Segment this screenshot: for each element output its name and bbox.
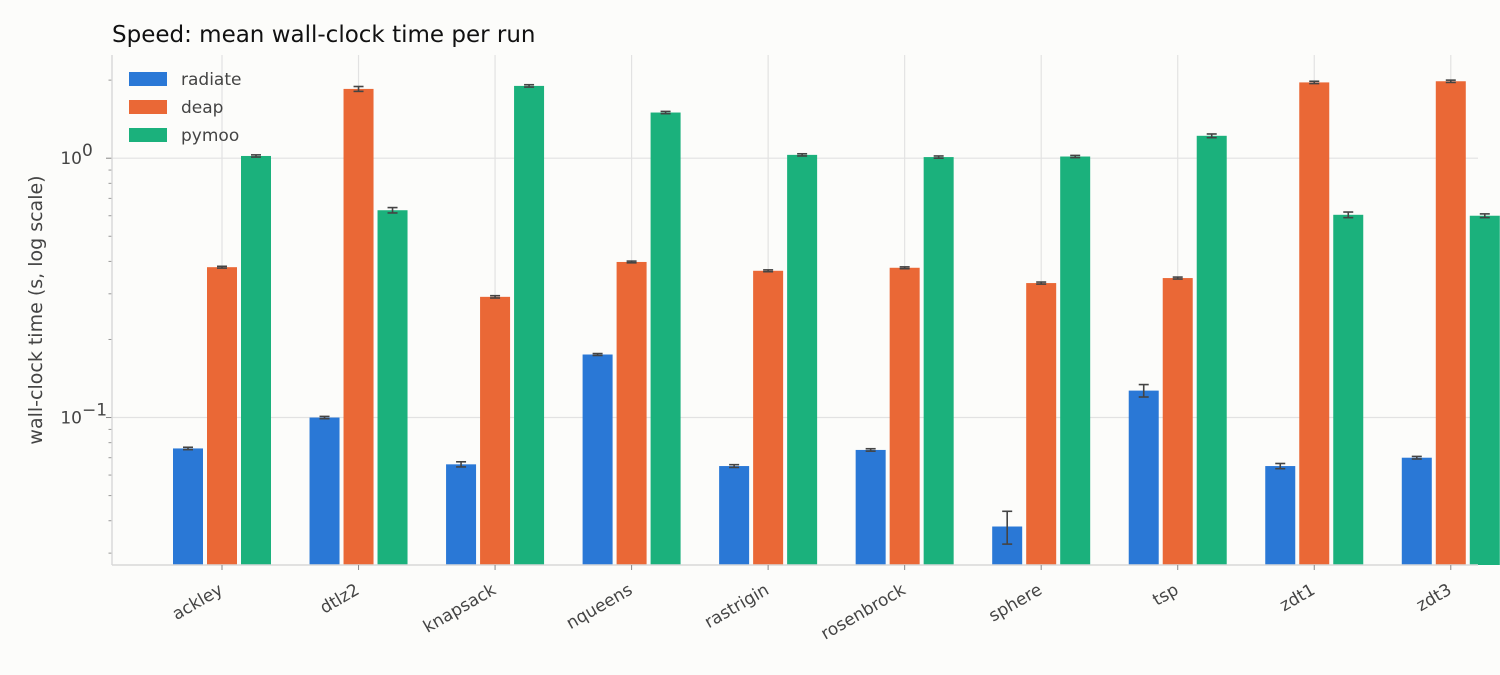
bar-radiate-nqueens bbox=[582, 354, 613, 565]
bar-pymoo-tsp bbox=[1196, 135, 1227, 565]
legend-label-deap: deap bbox=[181, 98, 223, 118]
legend-label-radiate: radiate bbox=[181, 70, 241, 90]
bar-radiate-rosenbrock bbox=[855, 449, 886, 565]
y-tick-label: 10 bbox=[60, 149, 82, 169]
bar-radiate-dtlz2 bbox=[309, 417, 340, 565]
bar-deap-knapsack bbox=[480, 296, 511, 565]
bar-deap-rosenbrock bbox=[889, 267, 920, 565]
legend-swatch-radiate bbox=[129, 72, 167, 86]
legend-swatch-pymoo bbox=[129, 128, 167, 142]
y-tick-label-exponent: 0 bbox=[82, 141, 93, 161]
y-axis-label: wall-clock time (s, log scale) bbox=[25, 175, 47, 444]
x-tick-label: rastrigin bbox=[701, 580, 772, 633]
x-tick-label: knapsack bbox=[420, 580, 500, 638]
legend: radiate deap pymoo bbox=[129, 70, 241, 146]
x-tick-label: zdt3 bbox=[1413, 580, 1455, 616]
x-tick-label: nqueens bbox=[563, 580, 636, 634]
bar-pymoo-ackley bbox=[241, 155, 271, 565]
y-tick-label: 10 bbox=[60, 409, 82, 429]
bar-pymoo-nqueens bbox=[650, 112, 681, 566]
bar-deap-ackley bbox=[207, 267, 237, 565]
bars-layer bbox=[173, 79, 1500, 566]
bar-pymoo-zdt3 bbox=[1469, 215, 1500, 565]
bar-radiate-ackley bbox=[173, 448, 203, 565]
bar-radiate-tsp bbox=[1128, 390, 1159, 565]
bar-deap-zdt3 bbox=[1435, 81, 1466, 565]
x-tick-label: tsp bbox=[1149, 580, 1182, 610]
x-tick-label: zdt1 bbox=[1277, 580, 1319, 616]
bar-deap-dtlz2 bbox=[343, 88, 374, 565]
bar-radiate-rastrigin bbox=[719, 466, 750, 565]
bar-deap-zdt1 bbox=[1299, 82, 1330, 565]
bar-deap-nqueens bbox=[616, 261, 647, 565]
y-tick-label-exponent: −1 bbox=[82, 401, 107, 421]
chart-title: Speed: mean wall-clock time per run bbox=[112, 22, 535, 48]
x-tick-label: ackley bbox=[169, 580, 227, 625]
x-tick-label: rosenbrock bbox=[818, 580, 910, 644]
bar-radiate-knapsack bbox=[446, 464, 477, 565]
x-tick-label: sphere bbox=[985, 580, 1045, 626]
bar-pymoo-rosenbrock bbox=[923, 157, 954, 565]
legend-swatch-deap bbox=[129, 100, 167, 114]
legend-label-pymoo: pymoo bbox=[181, 126, 239, 146]
bar-radiate-zdt1 bbox=[1265, 466, 1296, 565]
x-tick-label: dtlz2 bbox=[317, 580, 363, 618]
bar-deap-rastrigin bbox=[753, 270, 784, 565]
bar-pymoo-zdt1 bbox=[1333, 214, 1364, 565]
bar-radiate-zdt3 bbox=[1401, 457, 1432, 565]
bar-deap-sphere bbox=[1026, 283, 1057, 565]
bar-pymoo-rastrigin bbox=[787, 154, 818, 565]
bar-pymoo-sphere bbox=[1060, 156, 1091, 565]
bar-deap-tsp bbox=[1162, 278, 1193, 565]
bar-pymoo-knapsack bbox=[514, 85, 545, 565]
bar-pymoo-dtlz2 bbox=[377, 210, 408, 565]
